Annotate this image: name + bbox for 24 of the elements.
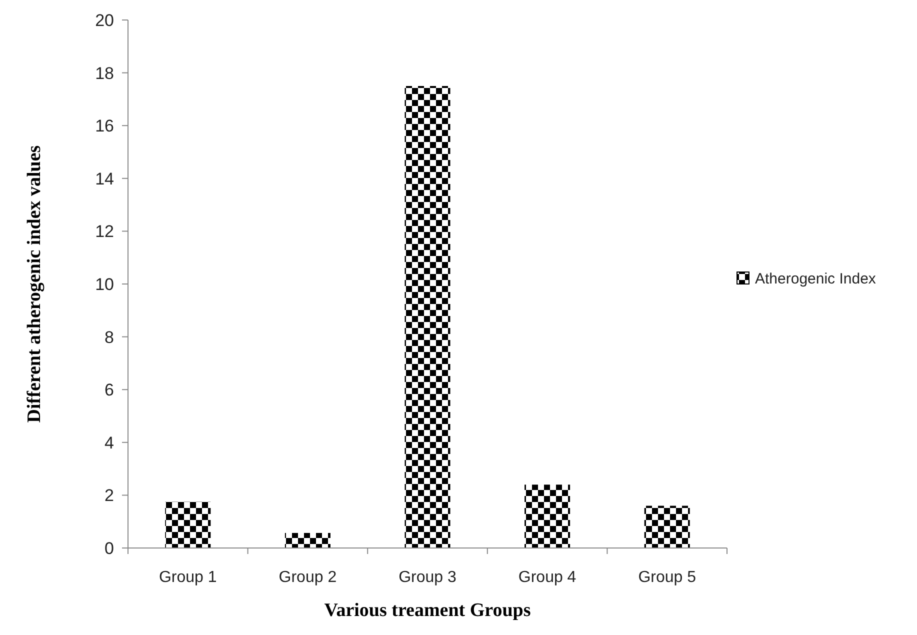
x-tick-label: Group 1 bbox=[158, 569, 217, 586]
legend-label: Atherogenic Index bbox=[755, 270, 876, 288]
y-tick-label: 8 bbox=[104, 328, 114, 347]
x-tick-label: Group 4 bbox=[518, 569, 576, 586]
x-tick-label: Group 3 bbox=[398, 569, 457, 586]
y-tick-label: 16 bbox=[95, 116, 114, 136]
bar bbox=[644, 506, 690, 548]
bar bbox=[524, 484, 570, 548]
x-tick-label: Group 5 bbox=[638, 569, 696, 586]
x-tick-label: Group 2 bbox=[278, 569, 337, 586]
y-axis-title: Different atherogenic index values bbox=[24, 145, 45, 423]
y-tick-label: 4 bbox=[104, 433, 114, 452]
y-tick-label: 14 bbox=[95, 169, 114, 188]
y-tick-label: 10 bbox=[95, 274, 114, 294]
y-tick-label: 20 bbox=[95, 10, 114, 30]
y-tick-label: 6 bbox=[104, 380, 114, 400]
y-tick-label: 2 bbox=[104, 486, 114, 506]
bar bbox=[284, 532, 330, 548]
y-tick-label: 0 bbox=[104, 538, 114, 558]
y-tick-label: 18 bbox=[95, 64, 114, 83]
bar bbox=[404, 86, 450, 548]
y-tick-label: 12 bbox=[95, 222, 114, 242]
x-axis-title: Various treament Groups bbox=[324, 600, 531, 621]
bar bbox=[165, 502, 211, 548]
